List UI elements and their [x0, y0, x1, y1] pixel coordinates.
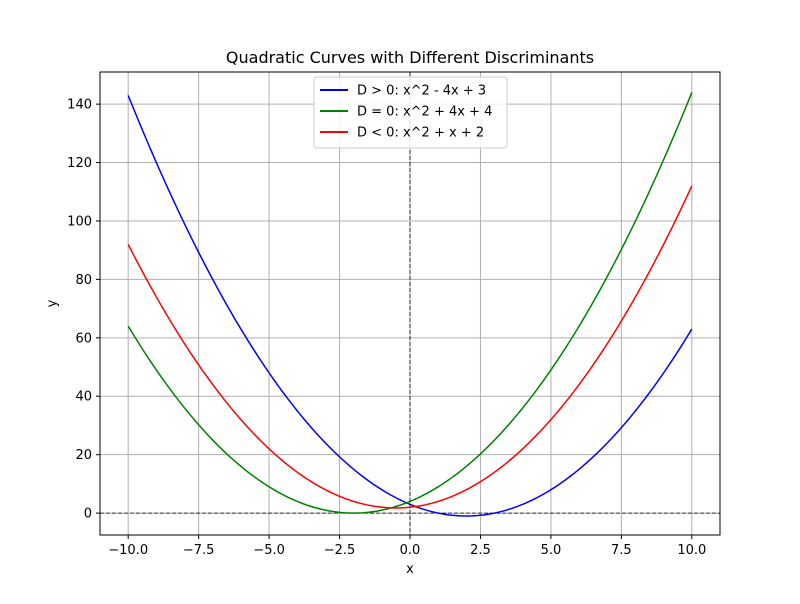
- y-tick-label: 0: [84, 507, 92, 522]
- legend-label: D = 0: x^2 + 4x + 4: [357, 105, 492, 120]
- x-tick-label: 10.0: [677, 543, 706, 558]
- x-tick-label: 0.0: [400, 543, 421, 558]
- y-tick-label: 60: [75, 331, 92, 346]
- chart-title: Quadratic Curves with Different Discrimi…: [226, 48, 594, 67]
- x-tick-label: −7.5: [183, 543, 215, 558]
- x-tick-label: 5.0: [541, 543, 562, 558]
- series-line-1: [127, 92, 693, 514]
- tick-layer: −10.0 −7.5 −5.0 −2.5 0.0 2.5 5.0 7.5 10.0 0 20 40 60…: [67, 98, 706, 558]
- legend-label: D > 0: x^2 - 4x + 3: [357, 84, 486, 99]
- series-line-0: [127, 95, 693, 517]
- y-axis-label: y: [45, 299, 60, 307]
- y-tick-label: 80: [75, 273, 92, 288]
- y-tick-label: 100: [67, 214, 92, 229]
- x-tick-label: 7.5: [611, 543, 632, 558]
- legend-box: [313, 76, 508, 149]
- series-line-2: [127, 185, 693, 509]
- x-tick-label: 2.5: [470, 543, 491, 558]
- x-axis-label: x: [406, 562, 414, 577]
- legend: D > 0: x^2 - 4x + 3 D = 0: x^2 + 4x + 4 D …: [313, 76, 508, 149]
- reference-lines: [100, 72, 720, 535]
- x-tick-label: −5.0: [253, 543, 285, 558]
- series-layer: [127, 92, 693, 517]
- legend-label: D < 0: x^2 + x + 2: [357, 126, 484, 141]
- y-tick-label: 120: [67, 156, 92, 171]
- x-tick-label: −10.0: [108, 543, 148, 558]
- y-tick-label: 140: [67, 98, 92, 113]
- y-tick-label: 20: [75, 448, 92, 463]
- y-tick-label: 40: [75, 390, 92, 405]
- x-tick-label: −2.5: [324, 543, 356, 558]
